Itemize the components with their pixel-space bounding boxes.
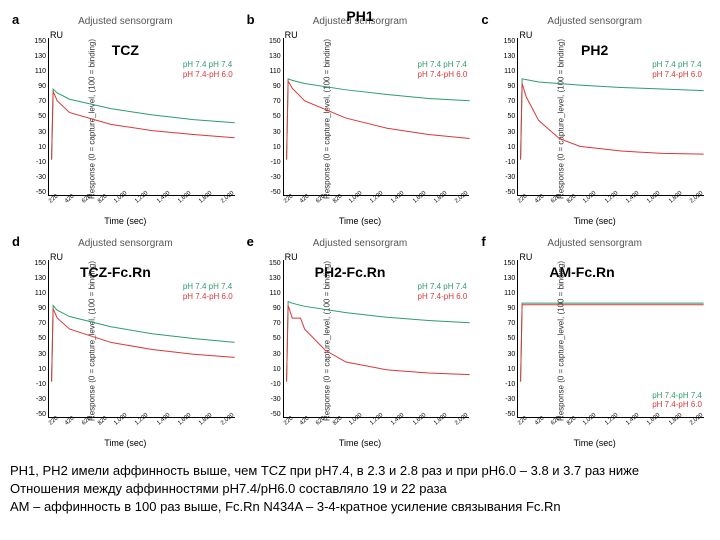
caption-line: Отношения между аффинностями pH7.4/pH6.0… (10, 480, 710, 498)
series-red (286, 81, 469, 160)
panel-letter: d (12, 234, 20, 249)
plot-area (517, 38, 704, 196)
panel-e: eAdjusted sensorgramRUPH2-Fc.RnpH 7.4 pH… (245, 232, 476, 450)
chart-title: PH1 (346, 8, 373, 24)
chart-svg (284, 38, 470, 195)
x-axis-label: Time (sec) (339, 438, 381, 448)
series-red (52, 309, 235, 382)
panel-letter: b (247, 12, 255, 27)
panel-subtitle: Adjusted sensorgram (78, 16, 173, 27)
chart-svg (49, 260, 235, 417)
y-ticks: 1501301109070503010-10-30-50 (493, 38, 515, 196)
caption-line: PH1, PH2 имели аффинность выше, чем TCZ … (10, 462, 710, 480)
chart-grid: aAdjusted sensorgramRUTCZpH 7.4 pH 7.4pH… (10, 10, 710, 450)
x-ticks: 2204206208201,0201,2201,4201,6201,8202,0… (517, 200, 704, 214)
plot-area (48, 260, 235, 418)
series-green (286, 302, 469, 382)
caption: PH1, PH2 имели аффинность выше, чем TCZ … (10, 462, 710, 517)
panel-letter: f (481, 234, 485, 249)
y-ticks: 1501301109070503010-10-30-50 (24, 38, 46, 196)
chart-svg (284, 260, 470, 417)
plot-area (283, 260, 470, 418)
series-green (52, 306, 235, 382)
panel-f: fAdjusted sensorgramRUAM-Fc.RnpH 7.4-pH … (479, 232, 710, 450)
panel-letter: e (247, 234, 254, 249)
x-axis-label: Time (sec) (339, 216, 381, 226)
plot-area (517, 260, 704, 418)
series-green (521, 79, 704, 160)
panel-a: aAdjusted sensorgramRUTCZpH 7.4 pH 7.4pH… (10, 10, 241, 228)
series-red (521, 305, 704, 382)
y-ticks: 1501301109070503010-10-30-50 (493, 260, 515, 418)
series-red (521, 84, 704, 160)
panel-subtitle: Adjusted sensorgram (313, 238, 408, 249)
x-axis-label: Time (sec) (574, 216, 616, 226)
y-ticks: 1501301109070503010-10-30-50 (259, 260, 281, 418)
x-axis-label: Time (sec) (574, 438, 616, 448)
caption-line: AM – аффинность в 100 раз выше, Fc.Rn N4… (10, 498, 710, 516)
panel-subtitle: Adjusted sensorgram (547, 238, 642, 249)
x-axis-label: Time (sec) (104, 216, 146, 226)
series-red (286, 306, 469, 382)
panel-subtitle: Adjusted sensorgram (78, 238, 173, 249)
panel-c: cAdjusted sensorgramRUPH2pH 7.4 pH 7.4pH… (479, 10, 710, 228)
panel-d: dAdjusted sensorgramRUTCZ-Fc.RnpH 7.4 pH… (10, 232, 241, 450)
series-green (286, 79, 469, 160)
x-axis-label: Time (sec) (104, 438, 146, 448)
panel-letter: a (12, 12, 19, 27)
x-ticks: 2204206208201,0201,2201,4201,6201,8202,0… (517, 422, 704, 436)
series-green (52, 89, 235, 160)
y-ticks: 1501301109070503010-10-30-50 (259, 38, 281, 196)
chart-svg (518, 260, 704, 417)
x-ticks: 2204206208201,0201,2201,4201,6201,8202,0… (48, 200, 235, 214)
x-ticks: 2204206208201,0201,2201,4201,6201,8202,0… (283, 422, 470, 436)
panel-letter: c (481, 12, 488, 27)
x-ticks: 2204206208201,0201,2201,4201,6201,8202,0… (48, 422, 235, 436)
y-ticks: 1501301109070503010-10-30-50 (24, 260, 46, 418)
chart-svg (49, 38, 235, 195)
chart-svg (518, 38, 704, 195)
panel-b: bAdjusted sensorgramRUPH1pH 7.4 pH 7.4pH… (245, 10, 476, 228)
series-green (521, 303, 704, 382)
x-ticks: 2204206208201,0201,2201,4201,6201,8202,0… (283, 200, 470, 214)
plot-area (283, 38, 470, 196)
plot-area (48, 38, 235, 196)
panel-subtitle: Adjusted sensorgram (547, 16, 642, 27)
